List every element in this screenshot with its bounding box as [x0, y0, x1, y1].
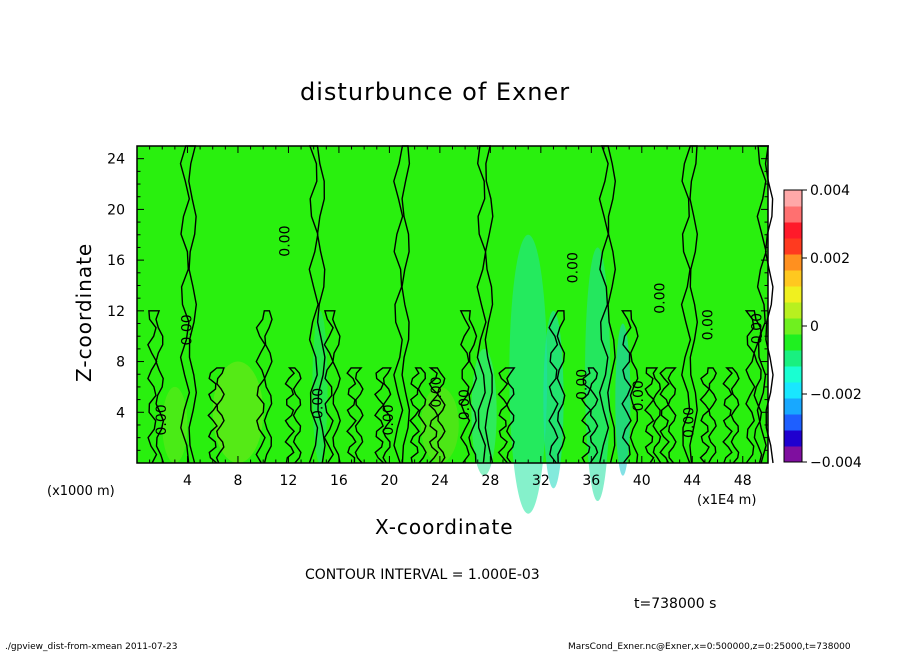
contour-line [548, 310, 566, 464]
x-axis-label: X-coordinate [375, 515, 514, 539]
colorbar-segment [784, 318, 802, 335]
contour-line [644, 367, 662, 464]
y-tick-label: 4 [116, 405, 125, 421]
contour-line [497, 367, 516, 464]
contour-line [459, 310, 478, 464]
contour-line [722, 367, 740, 464]
field-patch [509, 234, 548, 514]
colorbar-segment [784, 206, 802, 223]
contour-line [323, 310, 341, 464]
colorbar-tick-label: 0.002 [810, 251, 850, 267]
contour-layer [147, 145, 774, 464]
contour-line [409, 367, 427, 464]
x-tick-label: 44 [683, 473, 701, 489]
contour-line [374, 367, 392, 464]
colorbar-segment [784, 414, 802, 431]
contour-value-label: 0.00 [154, 404, 170, 435]
contour-line [744, 310, 763, 464]
contour-value-label: 0.00 [429, 376, 445, 407]
colorbar-segment [784, 366, 802, 383]
x-tick-label: 36 [582, 473, 600, 489]
colorbar-segment [784, 350, 802, 367]
y-tick-label: 24 [107, 152, 125, 168]
colorbar-tick-label: 0 [810, 319, 819, 335]
contour-value-label: 0.00 [574, 369, 590, 400]
x-tick-label: 20 [380, 473, 398, 489]
y-tick-label: 8 [116, 355, 125, 371]
field-patch [212, 361, 264, 463]
contour-value-label: 0.00 [278, 226, 294, 257]
contour-line [659, 367, 677, 464]
field-patch [471, 348, 497, 476]
x-tick-label: 16 [330, 473, 348, 489]
contour-line [699, 367, 717, 464]
y-tick-label: 16 [107, 253, 125, 269]
contour-value-label: 0.00 [565, 252, 581, 283]
contour-label-layer: 0.00 0.00 0.00 0.00 0.00 0.00 0.00 0.00 0.00 0.00… [154, 226, 766, 438]
contour-interval: CONTOUR INTERVAL = 1.000E-03 [305, 567, 540, 583]
contour-line [147, 310, 165, 464]
colorbar-segment [784, 254, 802, 271]
y-unit-label: (x1000 m) [47, 484, 115, 499]
field-layer [137, 146, 768, 514]
y-axis-label: Z-coordinate [72, 242, 96, 382]
colorbar-segment [784, 238, 802, 255]
contour-line [621, 310, 639, 464]
y-tick-label: 12 [107, 304, 125, 320]
colorbar-segment [784, 446, 802, 463]
field-patch [543, 310, 564, 489]
colorbar-segment [784, 270, 802, 287]
x-axis: 4 8 12 16 20 24 28 32 36 40 44 48 [149, 146, 756, 489]
x-tick-label: 4 [183, 473, 192, 489]
contour-value-label: 0.00 [700, 309, 716, 340]
contour-line [284, 367, 302, 464]
x-tick-label: 48 [734, 473, 752, 489]
field-patch [615, 323, 631, 476]
x-tick-label: 12 [280, 473, 298, 489]
x-unit-label: (x1E4 m) [697, 493, 757, 508]
x-tick-label: 28 [481, 473, 499, 489]
colorbar-segment [784, 222, 802, 239]
x-tick-label: 32 [532, 473, 550, 489]
contour-line [346, 367, 364, 464]
colorbar-tick-label: 0.004 [810, 183, 850, 199]
colorbar: 0.004 0.002 0 −0.002 −0.004 [783, 183, 862, 471]
contour-value-label: 0.00 [682, 407, 698, 438]
colorbar-segment [784, 382, 802, 399]
x-tick-label: 24 [431, 473, 449, 489]
colorbar-segment [784, 430, 802, 447]
y-axis: 4 8 12 16 20 24 [107, 152, 768, 451]
contour-value-label: 0.00 [381, 404, 397, 435]
time-label: t=738000 s [634, 596, 717, 612]
footer-left: ./gpview_dist-from-xmean 2011-07-23 [5, 642, 178, 652]
contour-value-label: 0.00 [653, 283, 669, 314]
contour-value-label: 0.00 [631, 380, 647, 411]
contour-line [581, 367, 599, 464]
colorbar-segment [784, 398, 802, 415]
contour-line [255, 310, 273, 464]
contour-line [207, 367, 225, 464]
colorbar-segment [784, 302, 802, 319]
colorbar-segment [784, 334, 802, 351]
colorbar-segment [784, 190, 802, 207]
x-tick-label: 8 [233, 473, 242, 489]
footer-right: MarsCond_Exner.nc@Exner,x=0:500000,z=0:2… [568, 642, 851, 652]
contour-value-label: 0.00 [311, 388, 327, 419]
contour-value-label: 0.00 [179, 314, 195, 345]
colorbar-segment [784, 286, 802, 303]
contour-value-label: 0.00 [750, 313, 766, 344]
field-patch [162, 386, 188, 463]
contour-value-label: 0.00 [457, 389, 473, 420]
colorbar-tick-label: −0.002 [810, 387, 862, 403]
y-tick-label: 20 [107, 202, 125, 218]
contour-line [428, 367, 446, 464]
chart-title: disturbunce of Exner [300, 78, 571, 106]
x-tick-label: 40 [633, 473, 651, 489]
colorbar-tick-label: −0.004 [810, 455, 862, 471]
